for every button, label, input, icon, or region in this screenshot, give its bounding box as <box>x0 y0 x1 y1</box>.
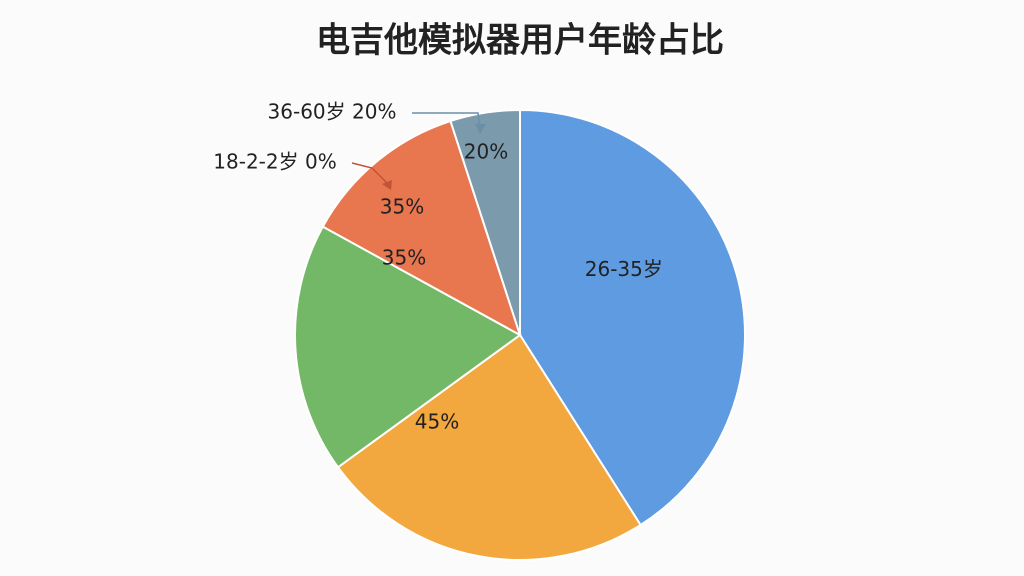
chart-title: 电吉他模拟器用户年龄占比 <box>316 21 724 61</box>
callout-line <box>351 162 389 185</box>
slice <box>519 108 746 527</box>
slice-label: 26-35岁 <box>585 257 663 281</box>
annotation: 45% <box>415 410 459 434</box>
callout-line <box>412 112 481 129</box>
pie <box>294 108 746 561</box>
slice <box>294 225 522 469</box>
slice <box>321 119 522 338</box>
slice <box>449 108 521 336</box>
annotation: 35% <box>382 246 426 270</box>
callout-arrow <box>475 124 486 134</box>
annotation: 35% <box>380 195 424 219</box>
callout-arrow <box>382 180 392 190</box>
labels: 26-35岁 36-60岁 20% 18-2-2岁 0% 20% 35% 35% 45% <box>213 100 663 434</box>
slice <box>336 333 642 561</box>
annotation: 20% <box>464 140 508 164</box>
annotation: 36-60岁 20% <box>268 100 397 124</box>
annotation: 18-2-2岁 0% <box>213 150 336 174</box>
